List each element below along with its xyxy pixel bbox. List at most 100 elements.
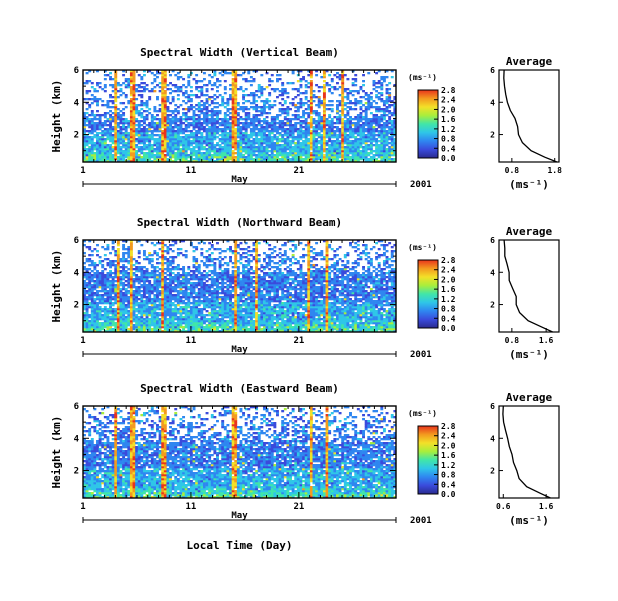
heatmap-cell: [315, 142, 319, 145]
heatmap-cell: [156, 252, 159, 255]
heatmap-cell: [317, 100, 321, 103]
heatmap-cell: [382, 140, 386, 143]
heatmap-cell: [341, 114, 345, 117]
heatmap-cell: [388, 110, 392, 113]
heatmap-cell: [132, 326, 136, 329]
heatmap-cell: [111, 102, 115, 105]
heatmap-cell: [388, 152, 392, 155]
heatmap-cell: [354, 158, 358, 161]
heatmap-cell: [101, 122, 105, 125]
heatmap-cell: [109, 76, 112, 79]
heatmap-cell: [163, 104, 167, 107]
heatmap-cell: [174, 274, 178, 277]
heatmap-cell: [289, 134, 292, 137]
heatmap-cell: [249, 120, 253, 123]
heatmap-cell: [372, 114, 376, 117]
heatmap-cell: [234, 106, 238, 109]
heatmap-cell: [197, 120, 201, 123]
heatmap-cell: [142, 270, 146, 273]
heatmap-cell: [140, 284, 144, 287]
heatmap-cell: [83, 328, 86, 331]
heatmap-cell: [163, 320, 167, 323]
heatmap-cell: [315, 74, 319, 77]
heatmap-cell: [184, 86, 188, 89]
heatmap-cell: [377, 80, 381, 83]
heatmap-cell: [114, 110, 118, 113]
heatmap-cell: [312, 118, 316, 121]
heatmap-cell: [135, 318, 139, 321]
heatmap-cell: [166, 120, 170, 123]
heatmap-cell: [88, 104, 92, 107]
heatmap-cell: [96, 114, 99, 117]
heatmap-cell: [229, 144, 232, 147]
heatmap-cell: [176, 156, 180, 159]
heatmap-cell: [96, 328, 99, 331]
heatmap-cell: [359, 106, 363, 109]
heatmap-cell: [223, 124, 227, 127]
heatmap-cell: [171, 276, 175, 279]
heatmap-cell: [255, 142, 259, 145]
heatmap-cell: [244, 94, 248, 97]
heatmap-cell: [119, 142, 123, 145]
heatmap-cell: [247, 148, 251, 151]
heatmap-cell: [85, 318, 89, 321]
heatmap-cell: [122, 70, 126, 73]
heatmap-cell: [276, 74, 279, 77]
heatmap-cell: [244, 134, 248, 137]
heatmap-cell: [229, 130, 232, 133]
heatmap-cell: [364, 128, 368, 131]
heatmap-cell: [229, 146, 232, 149]
heatmap-cell: [135, 112, 139, 115]
heatmap-cell: [299, 122, 303, 125]
heatmap-cell: [161, 100, 165, 103]
heatmap-cell: [171, 132, 175, 135]
heatmap-cell: [83, 134, 86, 137]
heatmap-cell: [343, 108, 347, 111]
heatmap-cell: [114, 72, 118, 75]
heatmap-cell: [255, 126, 259, 129]
heatmap-cell: [88, 120, 92, 123]
heatmap-cell: [367, 124, 371, 127]
heatmap-cell: [312, 110, 316, 113]
heatmap-cell: [341, 142, 345, 145]
heatmap-cell: [362, 96, 365, 99]
heatmap-cell: [249, 134, 253, 137]
heatmap-cell: [114, 136, 118, 139]
heatmap-cell: [174, 118, 178, 121]
heatmap-cell: [312, 94, 316, 97]
heatmap-cell: [83, 156, 86, 159]
heatmap-cell: [262, 106, 266, 109]
heatmap-cell: [296, 152, 300, 155]
heatmap-cell: [208, 148, 212, 151]
heatmap-cell: [169, 142, 172, 145]
heatmap-cell: [393, 106, 397, 109]
heatmap-cell: [309, 144, 313, 147]
heatmap-cell: [372, 100, 376, 103]
heatmap-cell: [153, 270, 157, 273]
heatmap-cell: [257, 158, 261, 161]
heatmap-cell: [302, 136, 306, 139]
heatmap-cell: [127, 320, 131, 323]
heatmap-cell: [322, 72, 326, 75]
heatmap-cell: [114, 80, 118, 83]
heatmap-cell: [336, 134, 339, 137]
heatmap-cell: [393, 154, 397, 157]
heatmap-cell: [101, 88, 105, 91]
heatmap-cell: [98, 302, 102, 305]
heatmap-cell: [356, 154, 360, 157]
heatmap-cell: [169, 330, 172, 333]
heatmap-cell: [103, 298, 107, 301]
heatmap-cell: [111, 308, 115, 311]
heatmap-cell: [377, 136, 381, 139]
heatmap-cell: [119, 312, 123, 315]
heatmap-cell: [364, 138, 368, 141]
heatmap-cell: [388, 142, 392, 145]
heatmap-cell: [116, 268, 120, 271]
heatmap-cell: [116, 314, 120, 317]
heatmap-cell: [388, 138, 392, 141]
heatmap-cell: [122, 330, 126, 333]
heatmap-cell: [103, 160, 107, 163]
heatmap-cell: [187, 108, 191, 111]
heatmap-cell: [304, 112, 308, 115]
heatmap-cell: [116, 330, 120, 333]
